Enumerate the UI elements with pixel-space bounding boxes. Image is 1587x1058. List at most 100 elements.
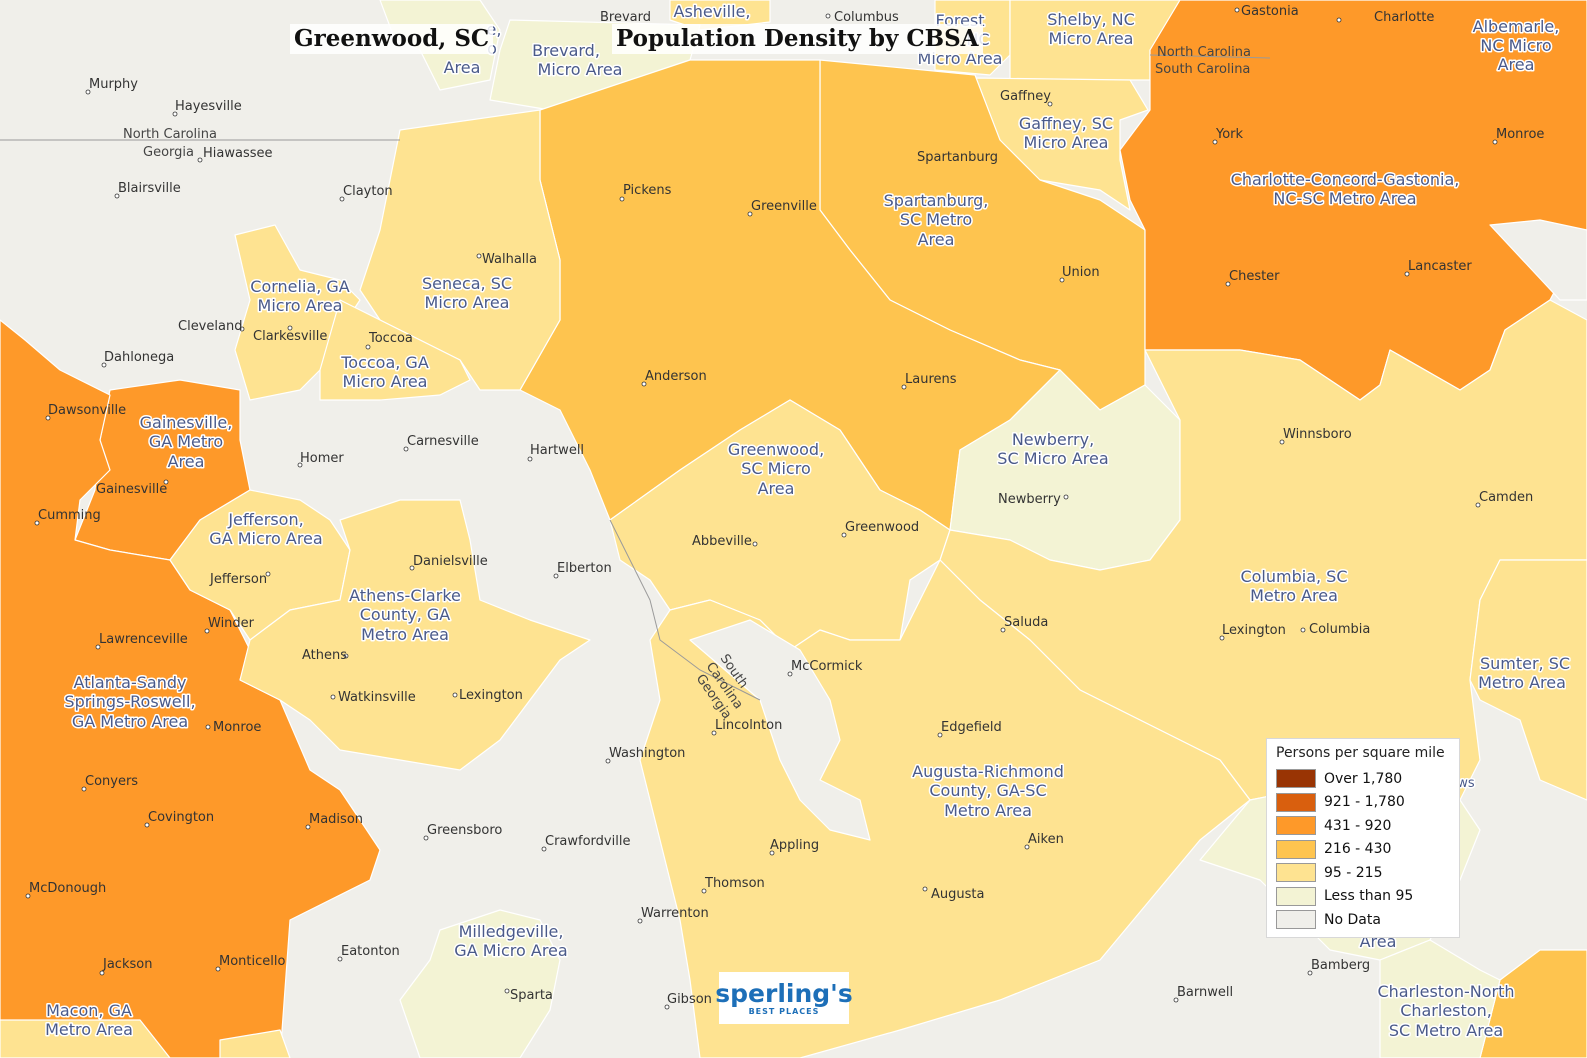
city-lincolnton: Lincolnton	[715, 718, 782, 733]
cbsa-label-gainesville-2: GA Metro	[149, 432, 223, 451]
legend-swatch	[1276, 816, 1316, 836]
cbsa-label-augusta-2: County, GA-SC	[929, 781, 1046, 800]
city-carnesville: Carnesville	[407, 434, 479, 449]
state-label-sc-east: South Carolina	[1155, 62, 1250, 77]
cbsa-labels: Greenwood, SC Micro Area Spartanburg, SC…	[44, 1, 1572, 1042]
city-monticello: Monticello	[219, 954, 285, 969]
city-hayesville: Hayesville	[175, 99, 242, 114]
legend-label: Less than 95	[1324, 888, 1414, 905]
cbsa-label-greenwood-2: SC Micro	[741, 459, 810, 478]
map-title: Population Density by CBSA	[612, 24, 983, 54]
city-lancaster: Lancaster	[1408, 259, 1472, 274]
cbsa-label-augusta-1: Augusta-Richmond	[912, 762, 1064, 781]
city-lexington-sc: Lexington	[1222, 623, 1286, 638]
cbsa-label-macon-2: Metro Area	[45, 1020, 133, 1039]
state-label-nc-east: North Carolina	[1157, 45, 1251, 60]
city-laurens: Laurens	[905, 372, 957, 387]
cbsa-label-charlotte-2: NC-SC Metro Area	[1273, 189, 1416, 208]
cbsa-label-spartanburg-3: Area	[918, 230, 955, 249]
city-covington: Covington	[148, 810, 214, 825]
city-gainesville: Gainesville	[96, 482, 167, 497]
cbsa-label-toccoa-2: Micro Area	[343, 372, 428, 391]
cbsa-label-albemarle-2: NC Micro	[1480, 36, 1551, 55]
city-york: York	[1215, 127, 1244, 142]
city-edgefield: Edgefield	[941, 720, 1002, 735]
city-thomson: Thomson	[704, 876, 765, 891]
city-toccoa: Toccoa	[368, 331, 413, 346]
cbsa-label-sumter-2: Metro Area	[1478, 673, 1566, 692]
city-bamberg: Bamberg	[1311, 958, 1370, 973]
legend-item-over-1780: Over 1,780	[1276, 767, 1450, 791]
city-chester: Chester	[1229, 269, 1280, 284]
region-macon-south	[219, 1029, 291, 1058]
legend-swatch	[1276, 839, 1316, 859]
city-homer: Homer	[300, 451, 344, 466]
city-gibson: Gibson	[667, 992, 712, 1007]
legend-swatch	[1276, 886, 1316, 906]
city-conyers: Conyers	[85, 774, 138, 789]
cbsa-label-brevard-1: Brevard,	[532, 41, 600, 60]
city-crawfordville: Crawfordville	[545, 834, 630, 849]
legend-label: Over 1,780	[1324, 770, 1403, 787]
cbsa-label-gainesville-1: Gainesville,	[140, 413, 233, 432]
cbsa-label-spartanburg-1: Spartanburg,	[884, 191, 989, 210]
cbsa-label-athens-3: Metro Area	[361, 625, 449, 644]
cbsa-label-atlanta-3: GA Metro Area	[72, 712, 188, 731]
legend-item-216-430: 216 - 430	[1276, 838, 1450, 862]
cbsa-label-atlanta-1: Atlanta-Sandy	[74, 673, 187, 692]
cbsa-label-cornelia-1: Cornelia, GA	[250, 277, 350, 296]
cbsa-label-athens-1: Athens-Clarke	[349, 586, 461, 605]
city-winder: Winder	[208, 616, 255, 631]
cbsa-label-cornelia-2: Micro Area	[258, 296, 343, 315]
legend-swatch	[1276, 863, 1316, 883]
city-monroe-nc: Monroe	[1496, 127, 1544, 142]
city-gaffney: Gaffney	[1000, 89, 1051, 104]
legend-label: No Data	[1324, 911, 1381, 928]
city-hiawassee: Hiawassee	[203, 146, 273, 161]
legend-swatch	[1276, 910, 1316, 930]
legend-title: Persons per square mile	[1276, 745, 1445, 761]
city-clarkesville: Clarkesville	[253, 329, 327, 344]
cbsa-label-newberry-1: Newberry,	[1012, 430, 1094, 449]
region-augusta-mccormick-gap	[689, 619, 871, 841]
city-greensboro: Greensboro	[427, 823, 502, 838]
cbsa-label-toccoa-1: Toccoa, GA	[340, 353, 429, 372]
city-union: Union	[1062, 265, 1100, 280]
cbsa-label-jefferson-1: Jefferson,	[227, 510, 303, 529]
cbsa-label-sumter-fragment: ws	[1457, 776, 1475, 791]
cbsa-label-asheville: Asheville,	[674, 2, 751, 21]
city-anderson: Anderson	[645, 369, 707, 384]
cbsa-label-augusta-3: Metro Area	[944, 801, 1032, 820]
city-warrenton: Warrenton	[641, 906, 709, 921]
cbsa-label-charlotte-1: Charlotte-Concord-Gastonia,	[1231, 170, 1460, 189]
legend-item-less-than-95: Less than 95	[1276, 885, 1450, 909]
cbsa-label-greenwood-1: Greenwood,	[728, 440, 824, 459]
city-watkinsville: Watkinsville	[338, 690, 416, 705]
city-madison: Madison	[309, 812, 363, 827]
city-abbeville: Abbeville	[692, 534, 752, 549]
cbsa-label-gainesville-3: Area	[168, 452, 205, 471]
state-label-ga-north: Georgia	[143, 145, 194, 160]
state-lines	[0, 54, 1271, 701]
city-newberry: Newberry	[998, 492, 1061, 507]
city-barnwell: Barnwell	[1177, 985, 1233, 1000]
cbsa-label-atlanta-2: Springs-Roswell,	[64, 692, 195, 711]
city-spartanburg: Spartanburg	[917, 150, 998, 165]
city-walhalla: Walhalla	[482, 252, 537, 267]
legend-label: 921 - 1,780	[1324, 794, 1405, 811]
logo-text: sperling's	[715, 978, 853, 1008]
city-camden: Camden	[1479, 490, 1533, 505]
city-pickens: Pickens	[623, 183, 672, 198]
sperlings-logo[interactable]: sperling's BEST PLACES	[715, 972, 853, 1024]
city-monroe-ga: Monroe	[213, 720, 261, 735]
city-jackson: Jackson	[102, 957, 152, 972]
city-mccormick: McCormick	[791, 659, 863, 674]
cbsa-label-seneca-2: Micro Area	[425, 293, 510, 312]
cbsa-label-albemarle-1: Albemarle,	[1473, 17, 1560, 36]
region-milledgeville	[399, 909, 561, 1058]
city-columbia: Columbia	[1309, 622, 1370, 637]
city-charlotte: Charlotte	[1374, 10, 1434, 25]
region-macon	[0, 1019, 171, 1058]
